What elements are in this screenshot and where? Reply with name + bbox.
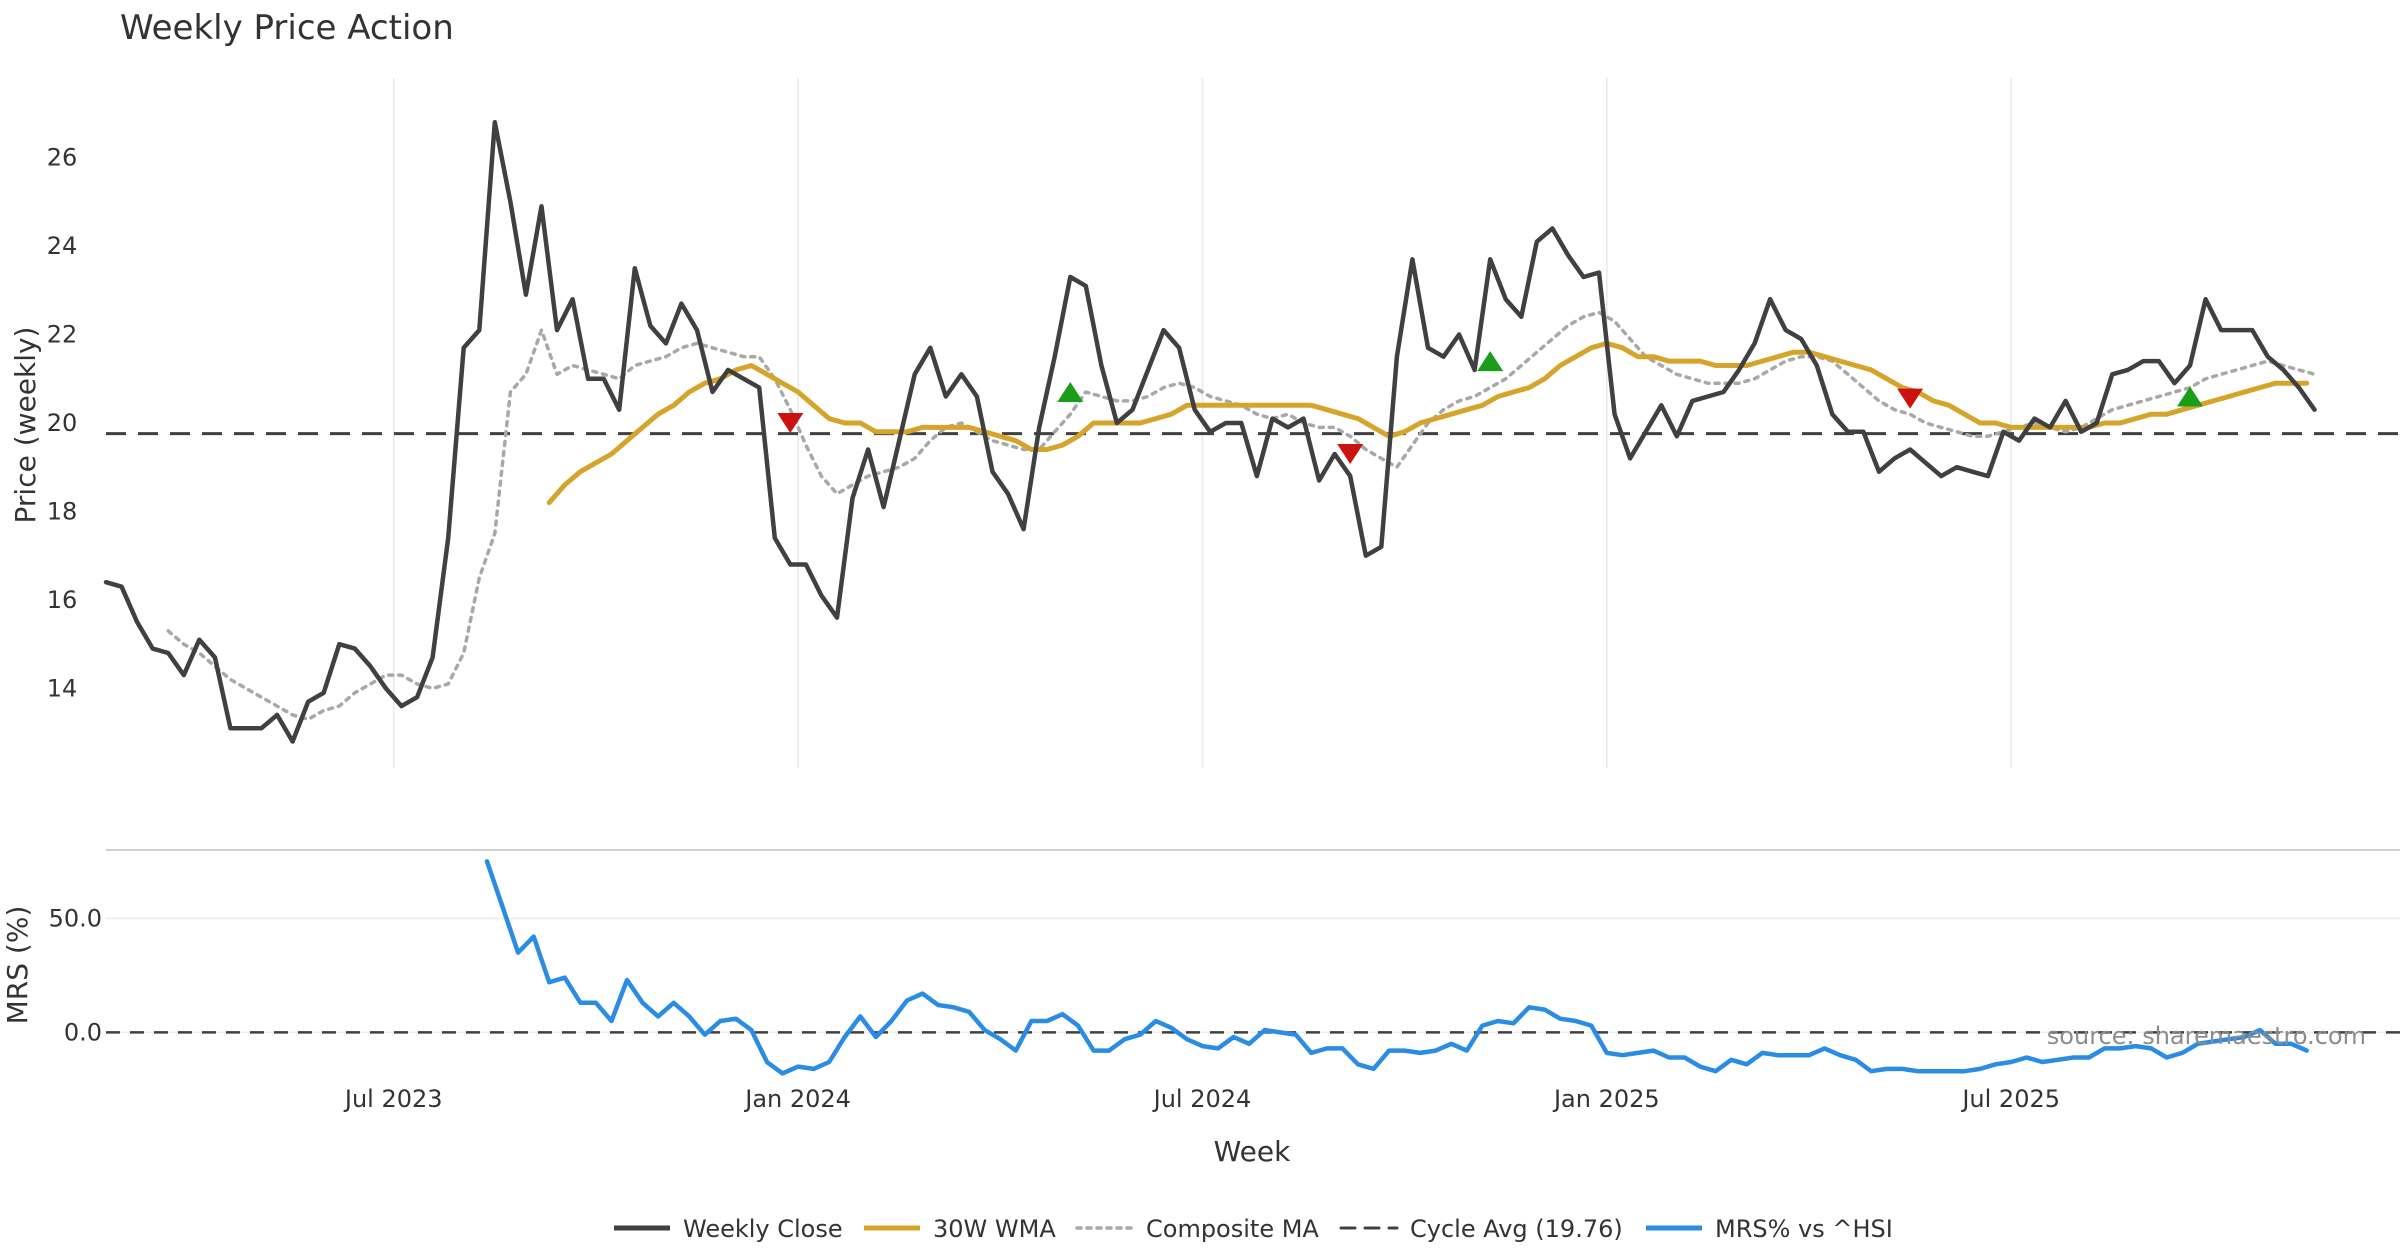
mrs-y-tick-label: 0.0 — [64, 1018, 102, 1046]
legend-label: 30W WMA — [933, 1215, 1056, 1243]
price-y-axis-label: Price (weekly) — [9, 327, 42, 524]
weekly-close-line — [103, 119, 2317, 744]
x-tick-label: Jul 2023 — [343, 1085, 443, 1113]
sell-signal-marker — [1897, 388, 1924, 409]
signal-markers — [777, 351, 2204, 464]
mrs-gridlines — [106, 917, 2400, 1034]
price-y-tick-label: 24 — [47, 232, 78, 260]
x-tick-label: Jan 2025 — [1552, 1085, 1660, 1113]
wma-30w-line — [546, 340, 2310, 506]
buy-signal-marker — [2177, 386, 2204, 407]
mrs-series-group — [484, 859, 2309, 1076]
price-y-tick-label: 18 — [47, 497, 78, 525]
mrs-y-tick-label: 50.0 — [49, 904, 102, 932]
x-tick-label: Jul 2024 — [1152, 1085, 1252, 1113]
buy-signal-marker — [1057, 382, 1084, 403]
price-y-tick-label: 14 — [47, 674, 78, 702]
price-y-tick-label: 16 — [47, 586, 78, 614]
legend-label: Weekly Close — [683, 1215, 843, 1243]
mrs-line — [484, 859, 2309, 1076]
legend-label: MRS% vs ^HSI — [1715, 1215, 1893, 1243]
x-tick-label: Jan 2024 — [743, 1085, 851, 1113]
price-y-tick-label: 22 — [47, 321, 78, 349]
legend-label: Cycle Avg (19.76) — [1410, 1215, 1623, 1243]
x-tick-label: Jul 2025 — [1960, 1085, 2060, 1113]
mrs-y-ticks: 50.0 0.0 — [49, 904, 102, 1046]
legend: Weekly Close 30W WMA Composite MA Cycle Avg… — [614, 1215, 1893, 1243]
x-axis-ticks: Jul 2023 Jan 2024 Jul 2024 Jan 2025 Jul 2025 — [343, 1085, 2060, 1113]
price-y-ticks: 14 16 18 20 22 24 26 — [47, 144, 78, 703]
buy-signal-marker — [1477, 351, 1504, 372]
sell-signal-marker — [777, 413, 804, 433]
legend-label: Composite MA — [1146, 1215, 1319, 1243]
x-axis-label: Week — [1214, 1135, 1291, 1168]
chart-title: Weekly Price Action — [120, 8, 454, 48]
mrs-y-axis-label: MRS (%) — [1, 906, 34, 1025]
price-series-group — [103, 119, 2400, 744]
price-y-tick-label: 26 — [47, 144, 78, 172]
sell-signal-marker — [1337, 443, 1364, 464]
price-y-tick-label: 20 — [47, 409, 78, 437]
source-note: source: sharemaestro.com — [2047, 1022, 2366, 1050]
